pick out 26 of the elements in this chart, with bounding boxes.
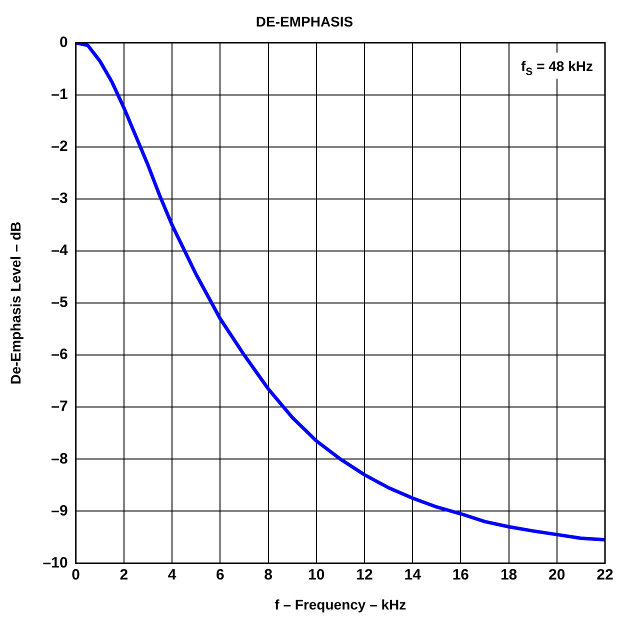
y-tick-label: –6 xyxy=(51,346,68,364)
y-tick-label: –10 xyxy=(42,554,68,572)
x-tick-label: 4 xyxy=(168,566,177,584)
y-tick-label: –7 xyxy=(51,398,68,416)
x-tick-label: 6 xyxy=(216,566,224,584)
y-tick-label: –3 xyxy=(51,190,68,208)
y-tick-label: –8 xyxy=(51,450,68,468)
x-tick-label: 8 xyxy=(264,566,272,584)
y-tick-label: 0 xyxy=(59,34,68,51)
y-tick-label: –9 xyxy=(51,502,68,520)
x-tick-label: 12 xyxy=(356,566,373,584)
y-tick-label: –1 xyxy=(51,86,68,103)
x-tick-label: 10 xyxy=(308,566,325,584)
y-tick-label: –5 xyxy=(51,294,68,312)
x-tick-label: 20 xyxy=(548,566,566,584)
x-tick-label: 16 xyxy=(452,566,470,584)
x-tick-label: 18 xyxy=(500,566,518,584)
chart-title: DE-EMPHASIS xyxy=(256,13,354,30)
x-tick-label: 2 xyxy=(120,566,128,584)
y-tick-label: –2 xyxy=(51,138,68,156)
y-axis-title: De-Emphasis Level – dB xyxy=(7,222,24,384)
x-tick-label: 22 xyxy=(596,566,614,584)
x-tick-label: 14 xyxy=(404,566,422,584)
x-tick-label: 0 xyxy=(72,566,80,584)
y-tick-label: –4 xyxy=(51,242,68,260)
x-axis-title: f – Frequency – kHz xyxy=(274,596,406,612)
